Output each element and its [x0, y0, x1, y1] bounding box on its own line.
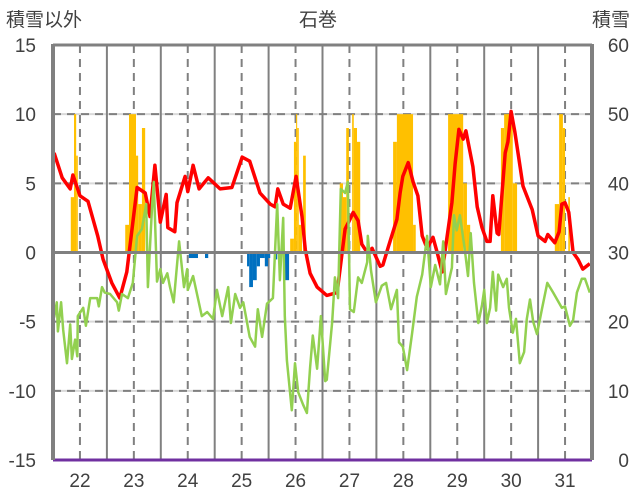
- blue-bar: [252, 252, 257, 281]
- blue-bar: [256, 252, 260, 267]
- orange-bar: [352, 114, 354, 253]
- orange-bar: [298, 224, 303, 253]
- x-tick-label: 31: [554, 471, 575, 492]
- orange-bar: [76, 155, 78, 253]
- orange-bar: [554, 204, 560, 253]
- y-right-tick-label: 0: [618, 451, 629, 472]
- y-right-tick-label: 40: [608, 174, 629, 195]
- chart-title: 石巻: [299, 9, 337, 31]
- orange-bar: [413, 224, 416, 253]
- x-tick-label: 26: [285, 471, 306, 492]
- y-left-tick-label: -15: [9, 451, 36, 472]
- orange-bar: [136, 155, 139, 253]
- orange-bar: [504, 114, 513, 253]
- orange-bar: [128, 114, 137, 253]
- orange-bar: [290, 238, 294, 253]
- orange-bar: [353, 128, 357, 253]
- y-left-tick-label: -5: [19, 313, 36, 334]
- blue-bar: [247, 252, 250, 267]
- orange-bar: [125, 224, 129, 253]
- y-left-tick-label: 5: [25, 174, 36, 195]
- x-tick-label: 28: [393, 471, 414, 492]
- orange-bar: [293, 141, 297, 253]
- orange-bar: [342, 197, 347, 253]
- orange-bar: [356, 141, 361, 253]
- blue-bar: [204, 252, 209, 259]
- orange-bar: [396, 114, 414, 253]
- blue-bar: [259, 252, 265, 259]
- orange-bar: [466, 224, 471, 253]
- y-left-tick-label: -10: [9, 382, 36, 403]
- x-tick-label: 23: [123, 471, 144, 492]
- orange-bar: [393, 141, 397, 253]
- orange-bar: [559, 114, 563, 253]
- blue-bar: [284, 252, 290, 281]
- orange-bar: [303, 155, 306, 253]
- y-right-tick-label: 50: [608, 105, 629, 126]
- x-tick-label: 22: [69, 471, 90, 492]
- x-tick-label: 25: [231, 471, 252, 492]
- blue-bar: [249, 252, 253, 288]
- orange-bar: [70, 197, 75, 253]
- y-left-tick-label: 0: [25, 244, 36, 265]
- y-right-tick-label: 20: [608, 313, 629, 334]
- orange-bar: [138, 204, 142, 253]
- blue-bar: [264, 252, 269, 267]
- right-axis-label: 積雪: [592, 9, 630, 31]
- orange-bar: [463, 183, 467, 253]
- x-tick-label: 29: [447, 471, 468, 492]
- orange-bar: [562, 128, 566, 253]
- x-tick-label: 27: [339, 471, 360, 492]
- y-left-tick-label: 15: [15, 36, 36, 57]
- y-right-tick-label: 60: [608, 36, 629, 57]
- y-right-tick-label: 10: [608, 382, 629, 403]
- y-right-tick-label: 30: [608, 244, 629, 265]
- y-left-tick-label: 10: [15, 105, 36, 126]
- orange-bar: [512, 183, 518, 253]
- green-line: [52, 180, 591, 415]
- x-tick-label: 24: [177, 471, 199, 492]
- blue-bar: [268, 252, 271, 259]
- left-axis-label: 積雪以外: [6, 9, 82, 31]
- orange-bar: [339, 183, 343, 253]
- x-tick-label: 30: [501, 471, 522, 492]
- blue-bar: [188, 252, 198, 259]
